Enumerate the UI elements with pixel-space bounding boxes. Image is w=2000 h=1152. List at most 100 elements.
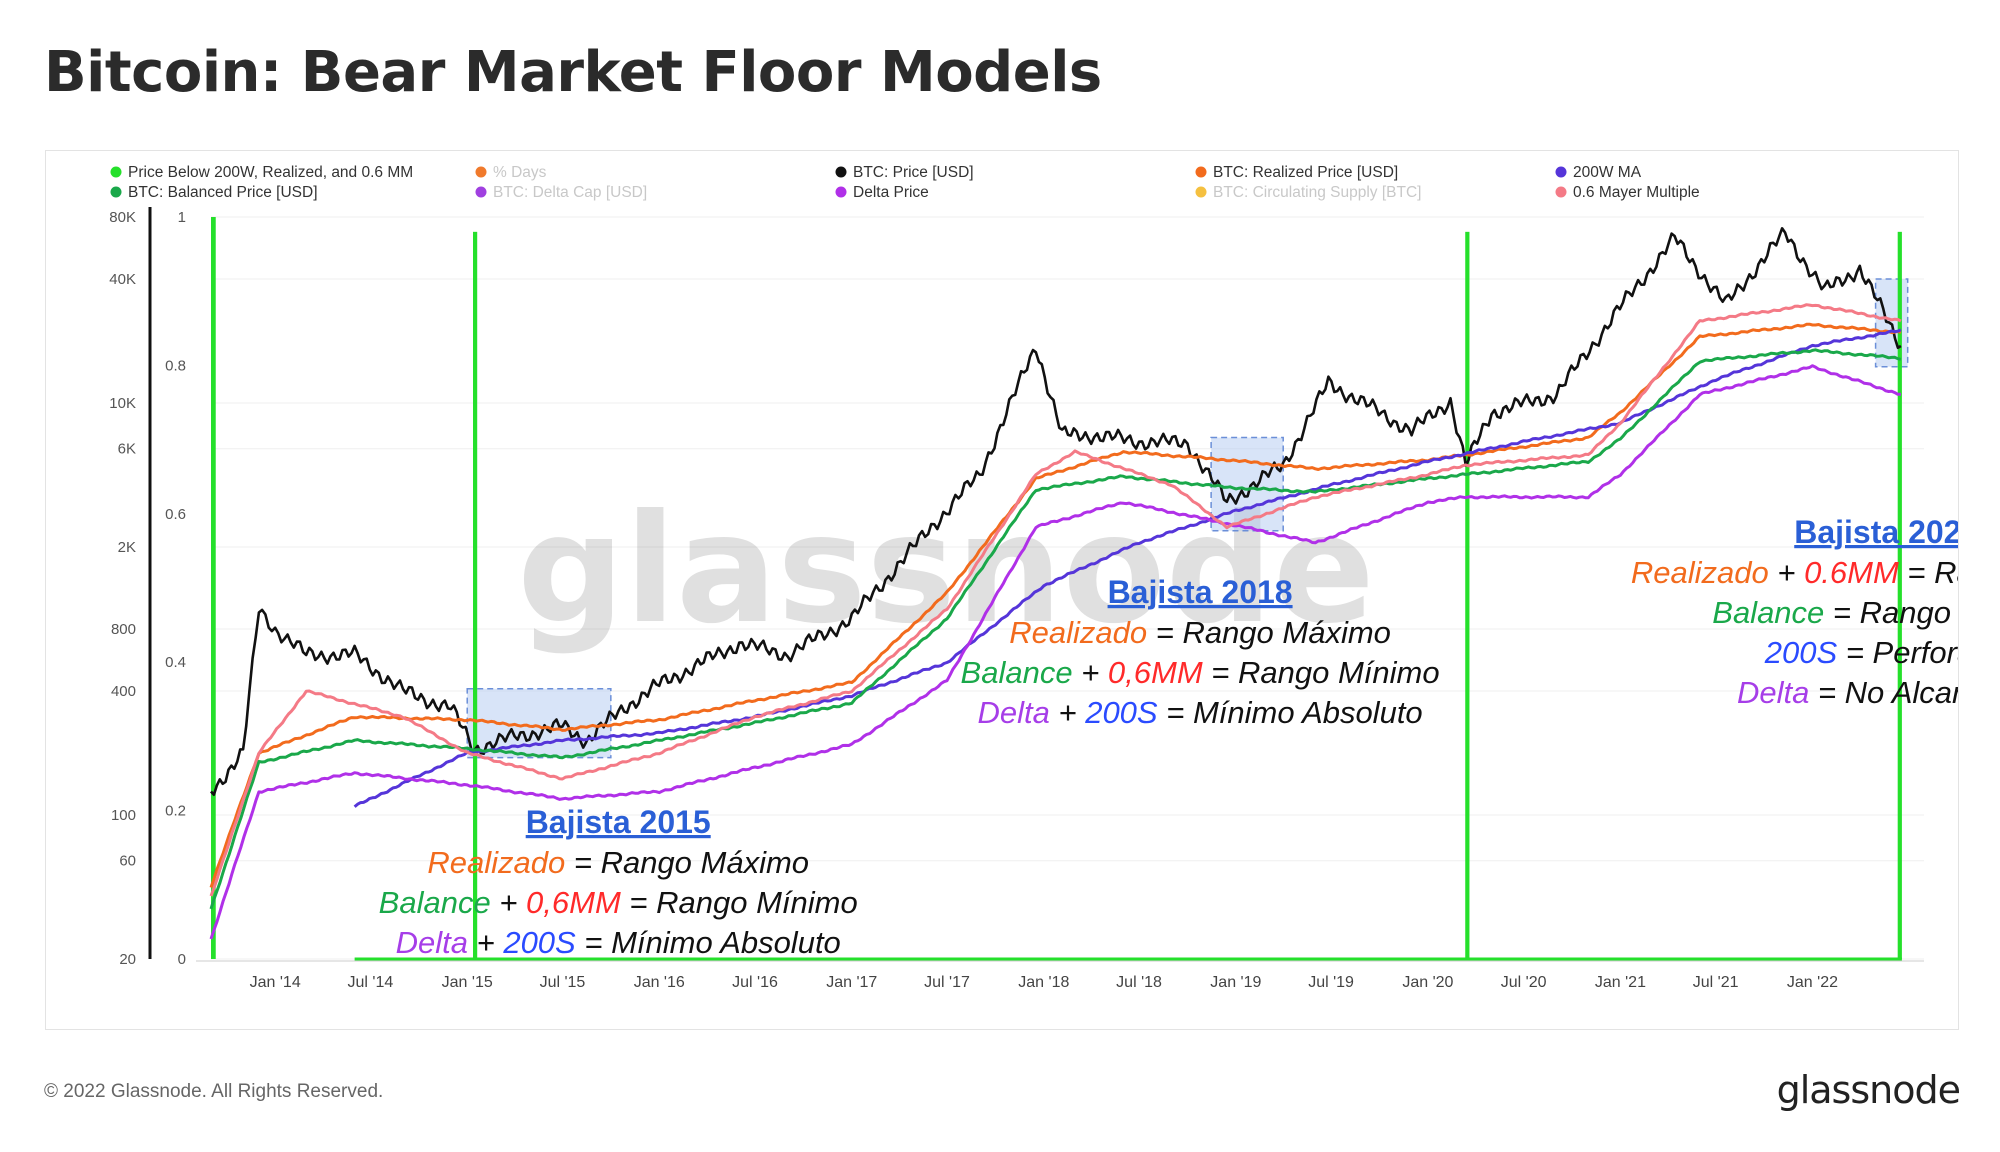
annotation-segment: = No Alcanzado xyxy=(1809,675,1958,710)
x-tick-label: Jan '18 xyxy=(1018,974,1069,991)
copyright-text: © 2022 Glassnode. All Rights Reserved. xyxy=(44,1081,384,1102)
legend-marker xyxy=(110,166,122,178)
legend-label: Price Below 200W, Realized, and 0.6 MM xyxy=(128,164,413,181)
x-tick-label: Jul '14 xyxy=(348,974,394,991)
annotation-line: Realizado + 0.6MM = Rango Máximo xyxy=(1631,555,1958,590)
y-right-tick-label: 0.8 xyxy=(165,357,186,374)
x-tick-label: Jul '19 xyxy=(1308,974,1354,991)
y-right-tick-label: 0 xyxy=(178,951,186,968)
legend-label: BTC: Price [USD] xyxy=(853,164,974,181)
legend-label: BTC: Circulating Supply [BTC] xyxy=(1213,184,1421,201)
annotation-segment: + xyxy=(1073,655,1108,690)
annotation-segment: Balance xyxy=(961,655,1073,690)
annotation-line: 200S = Perforado xyxy=(1764,635,1958,670)
annotation-segment: 200S xyxy=(1764,635,1838,670)
annotation-line: Realizado = Rango Máximo xyxy=(427,845,809,880)
legend-label: BTC: Balanced Price [USD] xyxy=(128,184,318,201)
annotation-line: Balance = Rango Mínimo xyxy=(1712,595,1958,630)
x-tick-label: Jul '21 xyxy=(1693,974,1739,991)
x-tick-label: Jan '20 xyxy=(1402,974,1453,991)
highlight-region xyxy=(1210,436,1284,532)
y-left-tick-label: 20 xyxy=(119,951,136,968)
annotation-segment: Realizado xyxy=(1009,615,1147,650)
series-line xyxy=(209,348,1902,910)
x-tick-label: Jan '21 xyxy=(1595,974,1646,991)
annotation-segment: 0,6MM xyxy=(1108,655,1203,690)
y-right-tick-label: 1 xyxy=(178,209,186,226)
annotation-segment: = Rango Máximo xyxy=(1899,555,1958,590)
signal-bar xyxy=(211,217,216,959)
x-tick-label: Jan '15 xyxy=(442,974,493,991)
x-tick-label: Jul '17 xyxy=(924,974,970,991)
y-left-tick-label: 100 xyxy=(111,807,136,824)
annotation-segment: = Rango Máximo xyxy=(1147,615,1391,650)
x-tick-label: Jul '18 xyxy=(1116,974,1162,991)
annotation-segment: = Rango Mínimo xyxy=(1203,655,1440,690)
x-tick-label: Jan '16 xyxy=(634,974,685,991)
legend-marker xyxy=(1555,166,1567,178)
annotation-segment: = Rango Mínimo xyxy=(1824,595,1958,630)
legend-marker xyxy=(475,166,487,178)
y-left-tick-label: 6K xyxy=(118,441,136,458)
legend-marker xyxy=(1195,186,1207,198)
annotation-line: Balance + 0,6MM = Rango Mínimo xyxy=(961,655,1440,690)
y-right-tick-label: 0.2 xyxy=(165,803,186,820)
annotation-title: Bajista 2015 xyxy=(526,804,711,840)
annotation-line: Delta + 200S = Mínimo Absoluto xyxy=(396,925,841,960)
annotation-segment: 0,6MM xyxy=(526,885,621,920)
annotation-line: Balance + 0,6MM = Rango Mínimo xyxy=(379,885,858,920)
annotation-segment: = Mínimo Absoluto xyxy=(1158,695,1423,730)
annotation-segment: = Mínimo Absoluto xyxy=(576,925,841,960)
annotation-segment: 0.6MM xyxy=(1804,555,1899,590)
annotation-segment: + xyxy=(1769,555,1804,590)
annotation-segment: = Perforado xyxy=(1837,635,1958,670)
annotation-title: Bajista 2018 xyxy=(1108,574,1293,610)
series-line xyxy=(209,303,1902,897)
legend-label: BTC: Delta Cap [USD] xyxy=(493,184,647,201)
annotation-segment: + xyxy=(1050,695,1085,730)
legend-label: BTC: Realized Price [USD] xyxy=(1213,164,1398,181)
glassnode-logo: glassnode xyxy=(1776,1068,1961,1112)
annotation-title: Bajista 2022 xyxy=(1794,514,1958,550)
x-tick-label: Jan '17 xyxy=(826,974,877,991)
annotation-segment: Balance xyxy=(379,885,491,920)
y-right-tick-label: 0.6 xyxy=(165,506,186,523)
x-tick-label: Jul '16 xyxy=(732,974,778,991)
annotation-segment: = Rango Máximo xyxy=(565,845,809,880)
y-left-tick-label: 400 xyxy=(111,683,136,700)
legend-marker xyxy=(1195,166,1207,178)
series-line xyxy=(210,227,1902,796)
annotation-segment: Realizado xyxy=(1631,555,1769,590)
series-line xyxy=(353,328,1902,808)
y-left-tick-label: 80K xyxy=(109,209,136,226)
legend-marker xyxy=(835,186,847,198)
signal-bar xyxy=(473,231,478,960)
y-left-tick-label: 2K xyxy=(118,539,136,556)
legend-marker xyxy=(835,166,847,178)
signal-bar xyxy=(1465,231,1470,960)
x-tick-label: Jan '22 xyxy=(1787,974,1838,991)
series-line xyxy=(209,364,1901,940)
x-tick-label: Jan '14 xyxy=(250,974,301,991)
chart-panel: 80K 40K 10K 6K 2K 800 400 100 60 20 1 0.8 0.6 0.4 0.2 0… xyxy=(45,150,1959,1030)
annotation-segment: Balance xyxy=(1712,595,1824,630)
signal-bar xyxy=(1897,231,1902,960)
annotation-segment: Delta xyxy=(396,925,468,960)
annotation-line: Realizado = Rango Máximo xyxy=(1009,615,1391,650)
y-left-tick-label: 40K xyxy=(109,271,136,288)
legend-label: 200W MA xyxy=(1573,164,1642,181)
legend-marker xyxy=(110,186,122,198)
x-tick-label: Jan '19 xyxy=(1210,974,1261,991)
annotation-segment: 200S xyxy=(1084,695,1158,730)
legend-marker xyxy=(1555,186,1567,198)
annotation-segment: Realizado xyxy=(427,845,565,880)
y-right-tick-label: 0.4 xyxy=(165,654,186,671)
annotation-segment: 200S xyxy=(502,925,576,960)
y-left-tick-label: 800 xyxy=(111,621,136,638)
annotation-line: Delta + 200S = Mínimo Absoluto xyxy=(977,695,1422,730)
y-left-tick-label: 60 xyxy=(119,853,136,870)
annotation-line: Delta = No Alcanzado xyxy=(1737,675,1958,710)
chart-svg: 80K 40K 10K 6K 2K 800 400 100 60 20 1 0.8 0.6 0.4 0.2 0… xyxy=(109,164,1958,991)
x-tick-label: Jul '15 xyxy=(540,974,586,991)
annotation-segment: + xyxy=(491,885,526,920)
